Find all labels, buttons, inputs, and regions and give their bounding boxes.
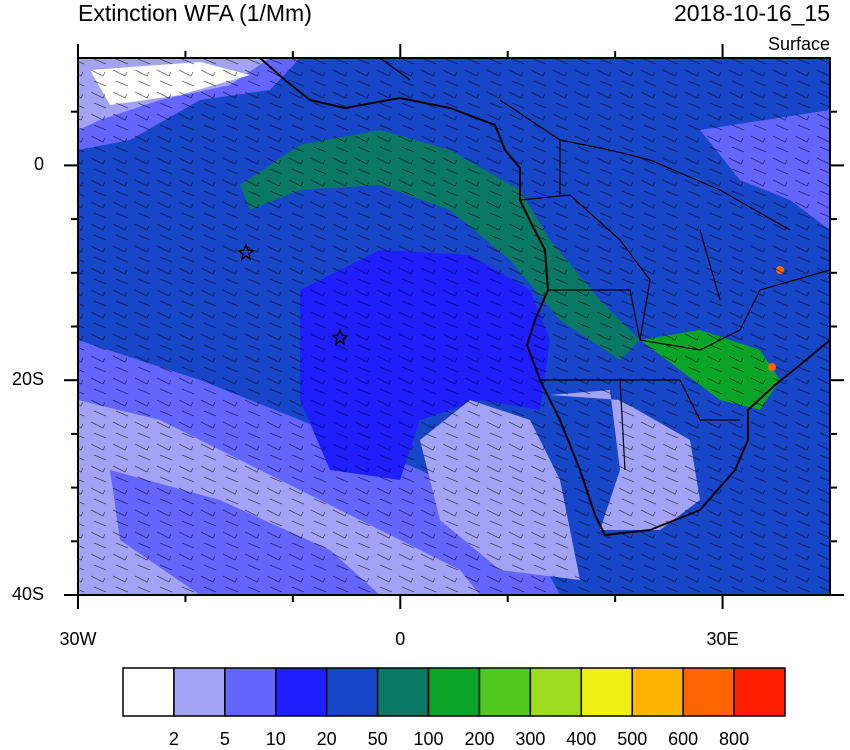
wind-barbs [78, 58, 830, 595]
colorbar-label: 2 [169, 729, 179, 749]
colorbar-label: 10 [266, 729, 286, 749]
borders [379, 58, 830, 471]
coastline [259, 58, 830, 536]
color-box [580, 667, 633, 717]
colorbar-label: 50 [368, 729, 388, 749]
color-box [682, 667, 735, 717]
color-box [122, 667, 175, 717]
colorbar-label: 20 [317, 729, 337, 749]
color-box [173, 667, 226, 717]
color-box [224, 667, 277, 717]
color-box [275, 667, 328, 717]
colorbar-label: 500 [617, 729, 647, 749]
colorbar: 2 5 10 20 50 100 200 300 400 500 600 800 [122, 667, 786, 749]
x-tick-label: 0 [395, 629, 405, 649]
level: Surface [768, 34, 830, 54]
y-tick-label: 0 [34, 154, 44, 174]
y-tick-label: 40S [12, 584, 44, 604]
colorbar-label: 400 [566, 729, 596, 749]
colorbar-label: 300 [515, 729, 545, 749]
x-tick-label: 30E [707, 629, 739, 649]
colorbar-label: 600 [668, 729, 698, 749]
y-tick-label: 20S [12, 369, 44, 389]
map [78, 58, 830, 595]
axes: 30W 0 30E 0 20S 40S [12, 44, 844, 649]
title: Extinction WFA (1/Mm) [78, 0, 312, 26]
star [237, 242, 255, 261]
colorbar-label: 800 [719, 729, 749, 749]
color-box [631, 667, 684, 717]
datetime: 2018-10-16_15 [674, 0, 830, 26]
colorbar-label: 5 [220, 729, 230, 749]
color-box [529, 667, 583, 717]
color-box [733, 667, 786, 717]
colorbar-label: 100 [414, 729, 444, 749]
color-box [478, 667, 532, 717]
color-box [376, 667, 430, 717]
color-box [325, 667, 379, 717]
colorbar-label: 200 [464, 729, 494, 749]
star [331, 327, 349, 346]
color-box [427, 667, 481, 717]
x-tick-label: 30W [59, 629, 96, 649]
